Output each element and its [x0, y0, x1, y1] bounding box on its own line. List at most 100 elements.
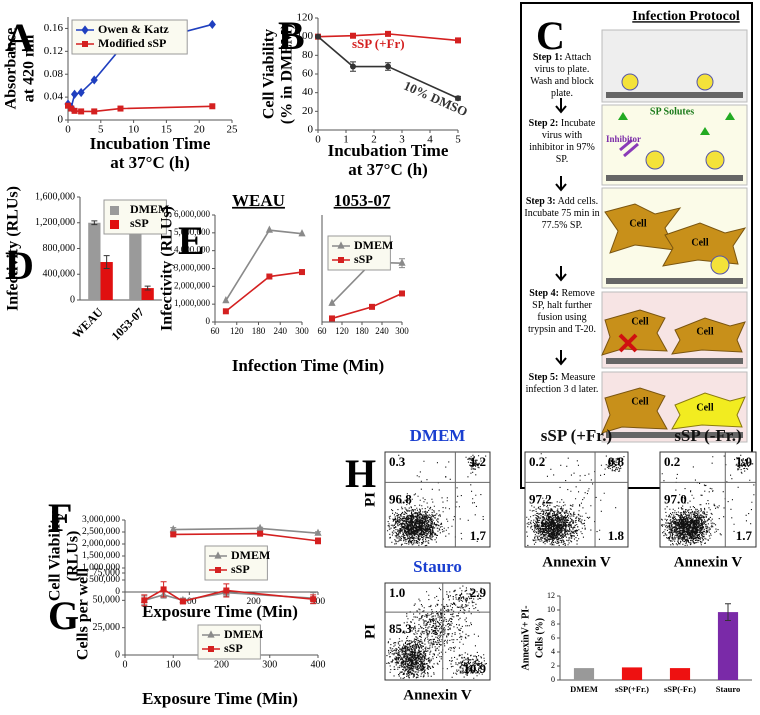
- y-tick-label: 2: [551, 661, 555, 670]
- y-tick-label: 0: [115, 649, 120, 660]
- step-label: Step 4:: [529, 288, 559, 299]
- step-text: Step 2: Incubate virus with inhibitor in…: [524, 118, 600, 166]
- plate: [606, 432, 743, 438]
- series-label: sSP (+Fr): [352, 36, 405, 51]
- y-tick-label: 4,000,000: [174, 245, 211, 255]
- y-tick-label: 0.04: [44, 91, 64, 103]
- x-tick-label: 120: [230, 326, 244, 336]
- cell-label: Cell: [631, 316, 648, 327]
- y-tick-label: 2,500,000: [82, 527, 120, 537]
- event-dots: [526, 453, 625, 546]
- x-tick-label: 15: [161, 124, 173, 136]
- arrow: [555, 266, 567, 282]
- quadrant-value: 85.3: [389, 621, 412, 636]
- y-tick-label: 3,000,000: [174, 263, 211, 273]
- event-dots: [387, 454, 487, 547]
- step-box: Step 4: Remove SP, halt further fusion u…: [528, 288, 596, 335]
- x-tick-label: 200: [214, 659, 229, 670]
- x-tick-label: 240: [274, 326, 288, 336]
- y-tick-label: 50,000: [93, 595, 121, 606]
- y-axis-label: Cells (%): [534, 618, 545, 658]
- legend-marker: [207, 630, 215, 638]
- legend-label: DMEM: [231, 548, 270, 562]
- step-box: Step 1: Attach virus to plate. Wash and …: [524, 52, 600, 100]
- y-tick-label: 25,000: [93, 622, 121, 633]
- data-point: [208, 19, 216, 30]
- cell-shape: [601, 387, 668, 434]
- data-point: [455, 37, 461, 44]
- x-axis-label: Exposure Time (Min): [142, 602, 298, 621]
- data-point: [170, 531, 177, 538]
- y-axis-label: Cell Viability: [47, 511, 64, 601]
- step-text: Step 1: Attach virus to plate. Wash and …: [524, 52, 600, 100]
- cell-label: Cell: [696, 326, 713, 337]
- inhibitor-label: Inhibitor: [606, 134, 641, 144]
- quadrant-value: 1.0: [736, 454, 752, 469]
- data-point: [399, 290, 405, 297]
- cell-shape: [671, 317, 746, 355]
- legend-marker: [215, 567, 221, 573]
- legend-label: Owen & Katz: [98, 22, 169, 36]
- x-tick-label: 300: [295, 326, 309, 336]
- legend-label: DMEM: [130, 202, 169, 216]
- x-tick-label: 180: [355, 326, 369, 336]
- legend-label: sSP: [231, 562, 250, 576]
- virus: [710, 255, 730, 275]
- x-axis-label: at 37°C (h): [110, 153, 190, 172]
- data-point: [90, 75, 98, 85]
- error-bar: [103, 255, 110, 269]
- x-tick-label: 240: [375, 326, 389, 336]
- sp-solutes-label: SP Solutes: [650, 106, 694, 117]
- event-dots: [661, 454, 755, 546]
- y-tick-label: 0: [115, 587, 120, 597]
- legend-box: [71, 19, 188, 55]
- y-tick-label: 0.08: [44, 68, 64, 80]
- x-tick-label: 2: [371, 134, 377, 146]
- data-point: [329, 315, 335, 322]
- x-tick-label: 100: [182, 597, 197, 607]
- y-tick-label: 1,000,000: [82, 563, 120, 573]
- flow-plot-title: sSP (-Fr.): [674, 426, 741, 445]
- bar: [88, 222, 101, 300]
- plate: [606, 175, 743, 181]
- step-text: Step 3: Add cells. Incubate 75 min in 77…: [524, 196, 600, 232]
- x-tick-label: 10: [128, 124, 140, 136]
- x-axis-label: Incubation Time: [90, 134, 211, 153]
- data-point: [350, 32, 356, 39]
- panel-label: B: [278, 13, 305, 58]
- y-tick-label: 0: [308, 124, 314, 136]
- x-tick-label: 300: [311, 597, 326, 607]
- x-tick-label: 0: [65, 124, 71, 136]
- step-label: Step 2:: [528, 118, 559, 129]
- x-tick-label: 120: [335, 326, 349, 336]
- data-point: [71, 107, 78, 114]
- cell-label: Cell: [691, 237, 708, 248]
- x-tick-label: 180: [252, 326, 266, 336]
- step-image: [601, 29, 748, 103]
- y-tick-label: 800,000: [43, 243, 76, 254]
- quadrant-value: 0.8: [608, 454, 625, 469]
- data-point: [70, 89, 79, 99]
- quadrant-value: 96.8: [389, 491, 412, 506]
- y-tick-label: 60: [302, 68, 314, 80]
- x-tick-label: 4: [427, 134, 433, 146]
- legend-box: [197, 624, 261, 660]
- y-axis-label: at 420 nm: [21, 34, 38, 102]
- virus: [705, 150, 725, 170]
- bar: [669, 668, 691, 680]
- quadrant-value: 0.2: [529, 454, 545, 469]
- y-tick-label: 1,500,000: [82, 551, 120, 561]
- cell-label: Cell: [631, 396, 648, 407]
- x-axis-label: at 37°C (h): [348, 160, 428, 179]
- y-tick-label: 120: [297, 12, 314, 24]
- y-tick-label: 8: [551, 619, 555, 628]
- series-line: [317, 33, 459, 42]
- quadrant-value: 0.2: [664, 454, 680, 469]
- step-label: Step 1:: [532, 52, 563, 63]
- step-box: Step 3: Add cells. Incubate 75 min in 77…: [524, 196, 600, 232]
- cell-label: Cell: [629, 218, 646, 229]
- data-point: [141, 597, 148, 604]
- x-tick-label: 60: [211, 326, 221, 336]
- blocked-mark: [618, 333, 638, 353]
- subplot-title: 1053-07: [334, 191, 391, 210]
